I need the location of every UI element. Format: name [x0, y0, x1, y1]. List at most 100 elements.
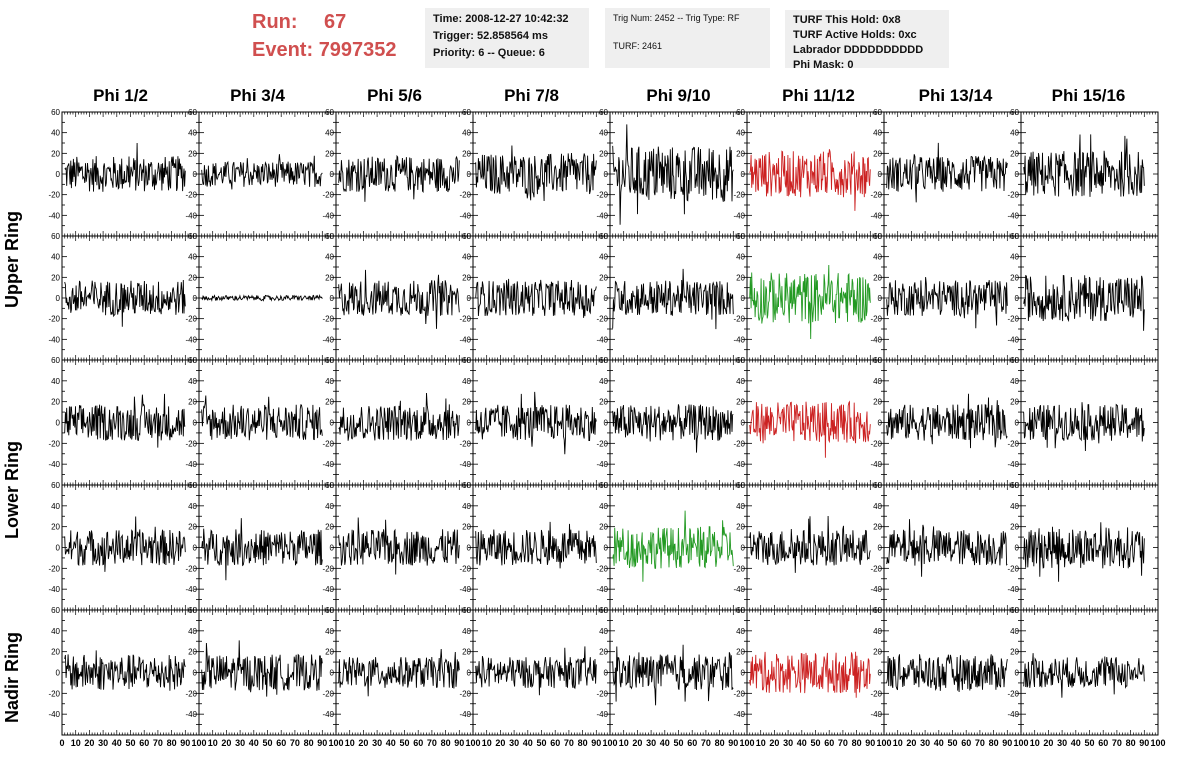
y-tick-label: -40	[1007, 460, 1019, 469]
y-tick-label: 0	[467, 544, 472, 553]
y-tick-label: -40	[459, 710, 471, 719]
y-tick-label: -20	[733, 315, 745, 324]
y-tick-label: -20	[870, 191, 882, 200]
y-tick-label: -40	[459, 585, 471, 594]
y-tick-label: 0	[604, 669, 609, 678]
y-tick-label: 20	[1010, 523, 1019, 532]
y-tick-label: 40	[325, 129, 334, 138]
labrador-text: Labrador DDDDDDDDDD	[793, 44, 924, 56]
priority-text: Priority: 6 -- Queue: 6	[433, 47, 545, 59]
y-tick-label: 60	[188, 606, 197, 615]
y-tick-label: 40	[873, 377, 882, 386]
y-tick-label: 40	[599, 377, 608, 386]
y-tick-label: 0	[467, 669, 472, 678]
y-tick-label: -40	[870, 585, 882, 594]
waveform-trace	[64, 650, 186, 691]
y-tick-label: 40	[1010, 377, 1019, 386]
y-tick-label: -20	[733, 191, 745, 200]
y-tick-label: 0	[330, 419, 335, 428]
y-tick-label: -40	[322, 211, 334, 220]
waveform-trace	[612, 404, 734, 453]
y-tick-label: 0	[330, 544, 335, 553]
x-tick-label: 100	[328, 738, 343, 748]
y-tick-label: 20	[188, 273, 197, 282]
x-tick-label: 50	[125, 738, 135, 748]
x-tick-label: 50	[262, 738, 272, 748]
y-tick-label: 0	[878, 419, 883, 428]
y-tick-label: 20	[51, 273, 60, 282]
y-tick-label: 0	[467, 294, 472, 303]
y-tick-label: 20	[51, 648, 60, 657]
x-tick-label: 40	[523, 738, 533, 748]
y-tick-label: -40	[48, 585, 60, 594]
y-tick-label: -20	[459, 191, 471, 200]
y-tick-label: 60	[188, 108, 197, 117]
y-tick-label: -40	[185, 585, 197, 594]
y-tick-label: -20	[459, 439, 471, 448]
y-tick-label: 60	[325, 356, 334, 365]
y-tick-label: -40	[1007, 335, 1019, 344]
y-tick-label: 40	[188, 129, 197, 138]
column-header-phi-13-14: Phi 13/14	[918, 86, 993, 105]
waveform-trace	[201, 518, 323, 581]
y-tick-label: -20	[459, 315, 471, 324]
y-tick-label: -40	[322, 460, 334, 469]
y-tick-label: 40	[599, 502, 608, 511]
y-tick-label: -20	[733, 564, 745, 573]
y-tick-label: 40	[325, 253, 334, 262]
waveform-trace	[886, 393, 1008, 449]
y-tick-label: 40	[462, 377, 471, 386]
y-tick-label: 20	[1010, 273, 1019, 282]
y-tick-label: -40	[48, 460, 60, 469]
event-value: 7997352	[318, 39, 397, 61]
y-tick-label: 60	[736, 232, 745, 241]
y-tick-label: 0	[878, 170, 883, 179]
y-tick-label: -20	[48, 191, 60, 200]
waveform-trace	[886, 519, 1008, 577]
waveform-trace	[64, 279, 186, 327]
y-tick-label: 60	[1010, 356, 1019, 365]
y-tick-label: -40	[459, 460, 471, 469]
y-tick-label: -40	[1007, 211, 1019, 220]
y-tick-label: 40	[873, 253, 882, 262]
x-tick-label: 20	[358, 738, 368, 748]
y-tick-label: 40	[325, 627, 334, 636]
x-tick-label: 50	[399, 738, 409, 748]
x-tick-label: 70	[153, 738, 163, 748]
y-tick-label: -20	[870, 439, 882, 448]
y-tick-label: 20	[325, 149, 334, 158]
y-tick-label: -40	[870, 460, 882, 469]
y-tick-label: 40	[51, 377, 60, 386]
column-header-phi-9-10: Phi 9/10	[646, 86, 711, 105]
y-tick-label: 20	[736, 398, 745, 407]
y-tick-label: 40	[325, 377, 334, 386]
y-tick-label: -20	[48, 315, 60, 324]
x-tick-label: 50	[536, 738, 546, 748]
waveform-trace	[749, 264, 871, 340]
y-tick-label: 40	[51, 253, 60, 262]
y-tick-label: 40	[462, 129, 471, 138]
y-tick-label: 40	[599, 129, 608, 138]
y-tick-label: 20	[873, 523, 882, 532]
y-tick-label: 60	[736, 108, 745, 117]
y-tick-label: 0	[741, 544, 746, 553]
y-tick-label: 40	[51, 502, 60, 511]
y-tick-label: -40	[185, 710, 197, 719]
y-tick-label: 60	[462, 356, 471, 365]
x-tick-label: 40	[112, 738, 122, 748]
waveform-trace	[338, 648, 460, 697]
y-tick-label: 20	[736, 149, 745, 158]
y-tick-label: 0	[1015, 170, 1020, 179]
y-tick-label: 20	[462, 398, 471, 407]
y-tick-label: 20	[736, 273, 745, 282]
y-tick-label: -20	[1007, 439, 1019, 448]
panel-frame	[472, 111, 611, 237]
y-tick-label: -40	[48, 335, 60, 344]
y-tick-label: -40	[322, 585, 334, 594]
y-tick-label: 60	[599, 356, 608, 365]
y-tick-label: 0	[1015, 419, 1020, 428]
y-tick-label: 0	[878, 294, 883, 303]
waveform-trace	[201, 640, 323, 697]
y-tick-label: 40	[188, 377, 197, 386]
